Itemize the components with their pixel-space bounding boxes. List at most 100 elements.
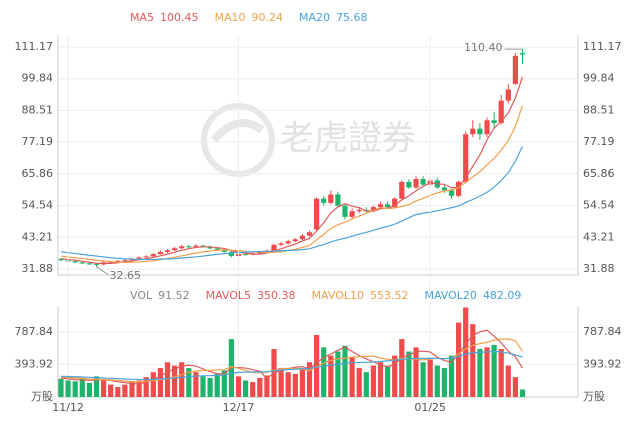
candle-body	[93, 264, 100, 266]
volume-bar	[420, 362, 426, 397]
volume-bar	[136, 380, 142, 397]
volume-bar	[164, 362, 171, 397]
candle-body	[72, 261, 78, 263]
volume-bar	[150, 372, 156, 397]
volume-bar	[328, 355, 334, 397]
candle-body	[186, 246, 192, 248]
annotation-line	[96, 266, 109, 276]
volume-bar	[79, 377, 85, 397]
volume-bar	[441, 368, 447, 397]
volume-bar	[385, 365, 391, 397]
volume-bar	[448, 355, 455, 397]
legend-name: MAVOL10	[312, 289, 364, 302]
candle-body	[342, 205, 348, 217]
volume-bar	[519, 389, 526, 397]
candle-body	[399, 181, 405, 199]
candle-body	[392, 198, 398, 208]
ma-line	[60, 146, 524, 261]
ma-line	[60, 76, 524, 264]
watermark-text: 老虎證券	[280, 119, 416, 159]
candle-body	[58, 259, 64, 261]
volume-bar	[434, 365, 440, 397]
candle-body	[214, 248, 220, 251]
candle-body	[413, 179, 419, 188]
volume-bar	[101, 380, 107, 397]
volume-bar	[484, 347, 490, 397]
volume-bar	[186, 368, 192, 397]
candle-body	[221, 250, 227, 252]
y-tick-label: 99.84	[22, 72, 54, 85]
volume-bar	[406, 351, 412, 397]
y-tick-label: 393.92	[15, 357, 54, 370]
volume-bar	[292, 373, 298, 397]
legend-value: 100.45	[160, 11, 199, 24]
legend-value: 553.52	[370, 289, 409, 302]
candle-body	[122, 260, 128, 262]
volume-bar	[65, 380, 71, 397]
volume-bar	[179, 362, 185, 397]
candle-body	[207, 246, 213, 249]
volume-bar	[456, 322, 462, 397]
volume-bar	[505, 365, 511, 397]
volume-bar	[306, 362, 313, 397]
candle-body	[463, 134, 469, 182]
candle-body	[79, 262, 85, 264]
volume-bar	[143, 377, 149, 397]
volume-bar	[299, 369, 305, 397]
candle-body	[491, 120, 497, 124]
legend-value: 90.24	[252, 11, 284, 24]
volume-bar	[93, 376, 100, 397]
low-label: 32.65	[110, 269, 142, 282]
legend-value: 75.68	[336, 11, 368, 24]
y-tick-label-right: 77.19	[583, 135, 615, 148]
candle-body	[498, 100, 504, 124]
candle-body	[157, 251, 163, 255]
volume-bar	[377, 362, 384, 397]
candle-body	[200, 245, 206, 247]
y-tick-label: 77.19	[22, 135, 54, 148]
volume-bar	[321, 347, 327, 397]
candle-body	[377, 204, 384, 208]
y-tick-label: 111.17	[15, 40, 54, 53]
candle-body	[278, 243, 284, 245]
volume-bar	[427, 359, 433, 397]
candle-body	[512, 55, 518, 84]
candle-body	[420, 179, 426, 185]
legend-name: MA10	[215, 11, 246, 24]
y-tick-label-right: 88.51	[583, 103, 615, 116]
volume-bar	[278, 368, 284, 397]
candle-body	[441, 187, 447, 191]
y-tick-label: 31.88	[22, 262, 54, 275]
candle-body	[321, 198, 327, 203]
candle-body	[143, 256, 149, 258]
y-tick-label-right: 54.54	[583, 199, 615, 212]
legend-value: 91.52	[158, 289, 190, 302]
y-tick-label-right: 31.88	[583, 262, 615, 275]
candle-body	[370, 207, 376, 212]
candle-body	[164, 250, 171, 252]
candle-body	[292, 239, 298, 242]
candle-body	[228, 251, 234, 257]
y-tick-label-right: 43.21	[583, 230, 615, 243]
volume-bar	[463, 307, 469, 397]
volume-bar	[349, 357, 355, 397]
legend-name: VOL	[130, 289, 153, 302]
candle-body	[179, 246, 185, 249]
legend-name: MA5	[130, 11, 154, 24]
x-tick-label: 11/12	[52, 401, 84, 414]
volume-bar	[370, 365, 376, 397]
volume-bar	[243, 380, 249, 397]
y-tick-label-right: 111.17	[583, 40, 622, 53]
y-tick-label: 65.86	[22, 167, 54, 180]
candle-body	[243, 254, 249, 256]
legend-value: 482.09	[483, 289, 522, 302]
candle-body	[356, 209, 362, 212]
volume-bar	[214, 373, 220, 397]
volume-bar	[491, 344, 497, 397]
candle-body	[477, 128, 483, 135]
high-label: 110.40	[464, 41, 503, 54]
volume-bar	[207, 377, 213, 397]
candle-body	[406, 181, 412, 188]
y-tick-label: 787.84	[15, 325, 54, 338]
